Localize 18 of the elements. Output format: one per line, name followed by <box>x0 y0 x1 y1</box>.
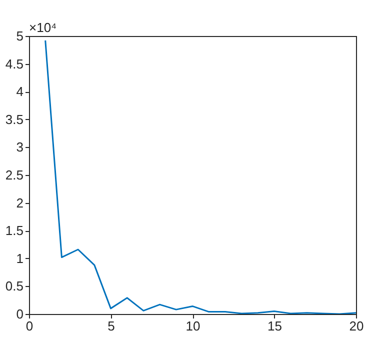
x-tick-label: 10 <box>186 318 200 334</box>
y-tick-label: 1.5 <box>5 223 24 238</box>
y-tick-label: 0 <box>16 306 24 322</box>
x-tick-label: 0 <box>26 318 34 334</box>
y-tick-label: 5 <box>16 28 24 44</box>
y-tick-label: 0.5 <box>5 278 24 294</box>
x-tick-label: 5 <box>108 318 115 334</box>
x-tick-label: 20 <box>349 318 364 334</box>
text: ×10⁴ <box>29 20 57 35</box>
y-tick-label: 3.5 <box>5 112 24 127</box>
y-tick-label: 4 <box>16 84 24 100</box>
y-tick-label: 4.5 <box>5 56 24 72</box>
y-tick-label: 2 <box>16 195 24 210</box>
y-tick-label: 3 <box>16 140 24 155</box>
y-tick-label: 1 <box>16 250 24 266</box>
line-series <box>44 40 356 314</box>
y-tick-label: 2.5 <box>5 168 24 182</box>
x-tick-label: 15 <box>268 318 282 334</box>
